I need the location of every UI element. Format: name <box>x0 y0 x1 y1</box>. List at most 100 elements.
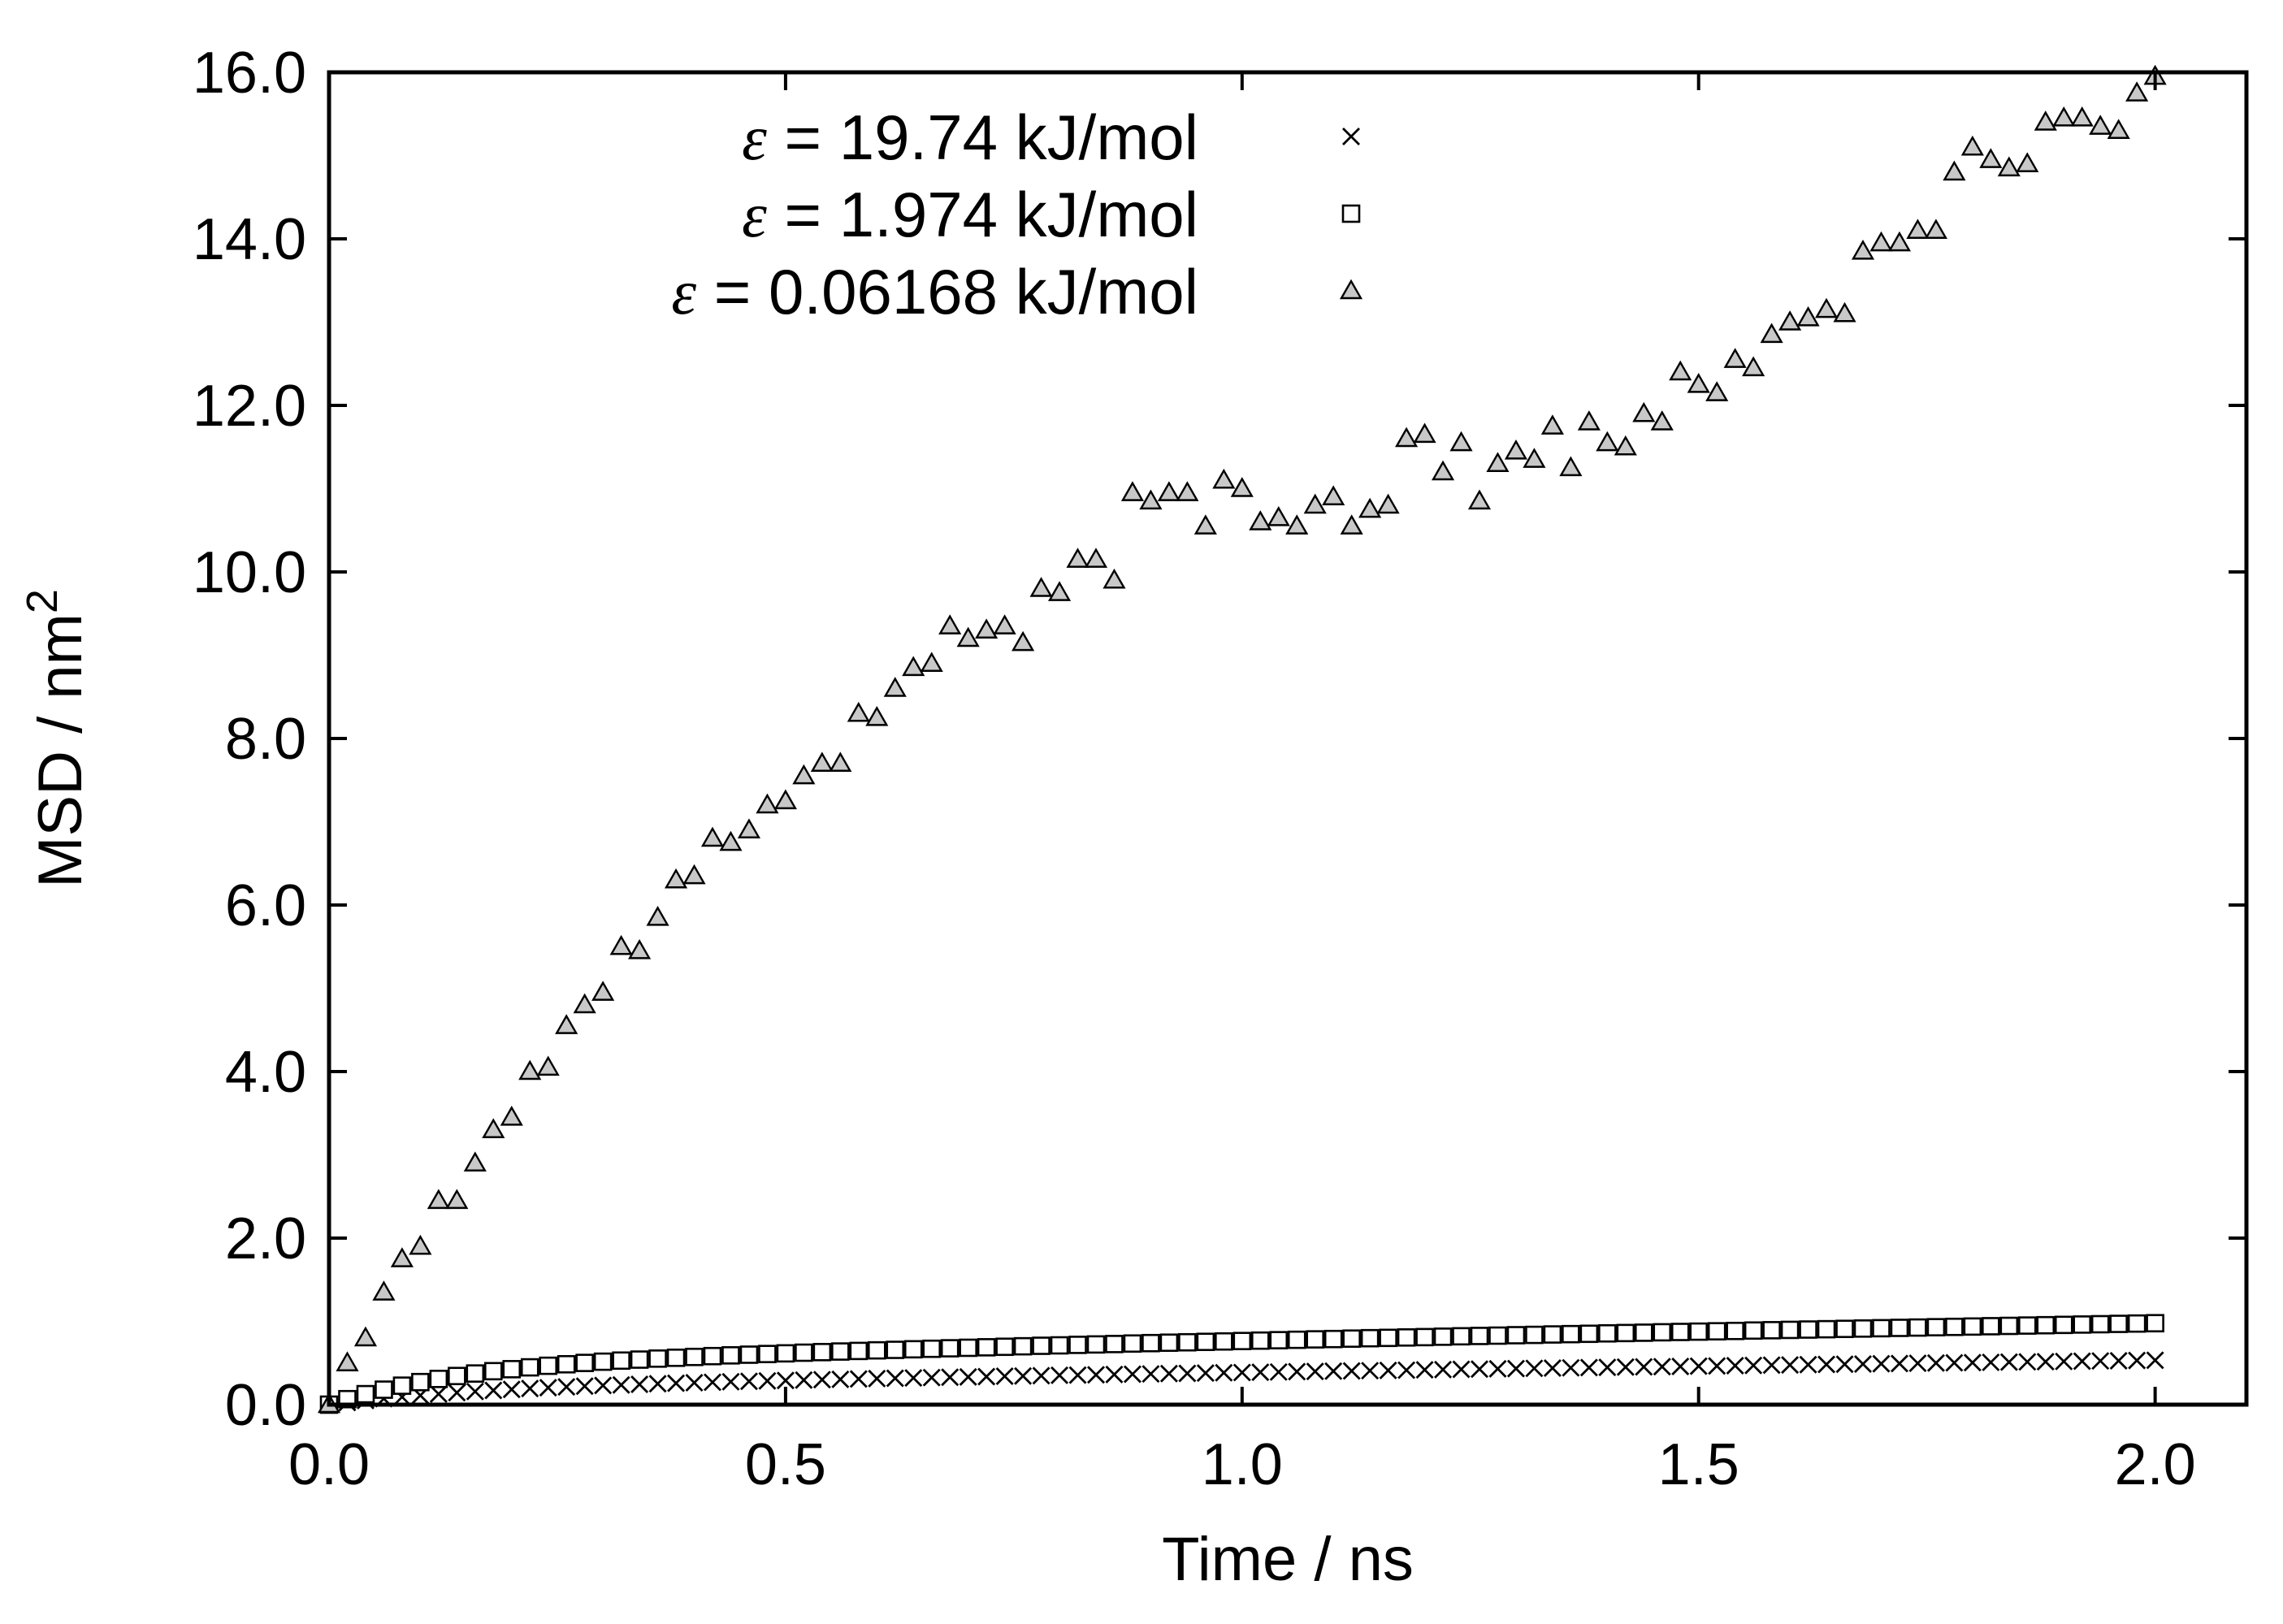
data-point-cross <box>1890 1354 1908 1373</box>
data-point-square <box>1142 1333 1160 1353</box>
data-point-square <box>1634 1323 1653 1342</box>
data-point-triangle <box>883 677 907 697</box>
data-point-triangle <box>1851 239 1875 260</box>
legend-epsilon-symbol: ε <box>742 180 767 250</box>
data-point-triangle <box>1103 568 1126 589</box>
data-point-triangle <box>518 1059 542 1081</box>
data-point-triangle <box>2052 106 2076 127</box>
data-point-cross <box>1945 1353 1964 1372</box>
data-point-cross <box>2109 1351 2128 1370</box>
data-point-square <box>940 1339 960 1358</box>
data-point-square <box>1105 1335 1124 1353</box>
data-point-triangle <box>1066 548 1090 568</box>
data-point-square <box>2054 1315 2073 1335</box>
data-point-square <box>739 1345 759 1364</box>
data-point-square <box>1543 1325 1562 1344</box>
legend-marker-square <box>1341 204 1361 223</box>
data-point-square <box>1050 1336 1069 1355</box>
data-point-triangle <box>938 614 962 634</box>
data-point-triangle <box>500 1105 523 1126</box>
data-point-square <box>1926 1318 1946 1336</box>
data-point-cross <box>776 1371 795 1390</box>
data-point-square <box>1525 1325 1544 1345</box>
y-tick-label: 12.0 <box>193 374 306 439</box>
data-point-triangle <box>1960 135 1984 156</box>
data-point-square <box>1178 1332 1197 1352</box>
data-point-triangle <box>555 1014 578 1034</box>
data-point-triangle <box>792 764 816 785</box>
data-point-triangle <box>2089 115 2112 135</box>
y-tick-label: 0.0 <box>225 1373 306 1438</box>
data-point-square <box>1360 1328 1380 1348</box>
data-point-square <box>1598 1323 1617 1343</box>
data-point-square <box>1945 1317 1964 1336</box>
data-point-triangle <box>1997 156 2021 177</box>
data-point-cross <box>557 1378 576 1397</box>
data-point-cross <box>1123 1365 1142 1384</box>
data-point-triangle <box>865 705 889 726</box>
data-point-cross <box>2128 1351 2147 1370</box>
data-point-square <box>1780 1320 1800 1340</box>
data-point-cross <box>922 1368 941 1387</box>
x-tick-label: 2.0 <box>2115 1432 2196 1497</box>
data-point-square <box>1250 1331 1270 1350</box>
data-point-triangle <box>773 789 797 810</box>
data-point-triangle <box>573 993 596 1014</box>
data-point-cross <box>1051 1366 1069 1384</box>
data-point-square <box>776 1344 795 1363</box>
data-point-cross <box>1251 1363 1270 1382</box>
data-point-triangle <box>445 1189 469 1210</box>
data-point-square <box>1342 1329 1361 1349</box>
data-point-triangle <box>1632 401 1656 422</box>
y-tick-label: 10.0 <box>193 540 306 605</box>
data-point-triangle <box>482 1118 505 1138</box>
data-point-square <box>2109 1314 2128 1333</box>
data-point-triangle <box>1193 514 1217 535</box>
data-point-square <box>539 1356 558 1375</box>
data-point-square <box>1908 1318 1927 1337</box>
data-point-triangle <box>1139 489 1163 510</box>
data-point-triangle <box>536 1055 560 1076</box>
data-point-cross <box>1543 1359 1562 1377</box>
data-point-triangle <box>1303 493 1327 514</box>
data-point-cross <box>959 1367 977 1386</box>
data-point-triangle <box>719 830 743 851</box>
data-point-cross <box>1616 1358 1635 1376</box>
data-point-triangle <box>1376 493 1400 514</box>
data-point-square <box>1689 1322 1709 1341</box>
data-point-triangle <box>993 614 1016 634</box>
data-point-triangle <box>1449 431 1473 452</box>
data-point-cross <box>1963 1353 1982 1372</box>
data-point-cross <box>1854 1354 1872 1373</box>
data-point-triangle <box>1760 323 1783 344</box>
data-point-triangle <box>1650 410 1674 431</box>
data-point-cross <box>1032 1366 1051 1385</box>
x-tick-label: 1.0 <box>1202 1432 1283 1497</box>
data-point-square <box>903 1340 923 1359</box>
data-point-cross <box>721 1372 740 1391</box>
data-point-cross <box>868 1369 886 1388</box>
data-point-square <box>557 1354 576 1374</box>
data-point-triangle <box>609 934 633 955</box>
data-point-cross <box>1269 1362 1288 1381</box>
data-point-square <box>1670 1323 1690 1341</box>
data-point-cross <box>2146 1351 2164 1370</box>
data-point-square <box>630 1350 649 1369</box>
legend-label-square: ε = 1.974 kJ/mol <box>742 179 1198 250</box>
axis-ticks: 0.0 0.5 1.0 1.5 2.0 0.0 2.0 4.0 6.0 8.0 10.0 12.0 14… <box>193 41 2246 1497</box>
data-point-triangle <box>1012 630 1035 652</box>
data-point-square <box>1269 1331 1289 1349</box>
data-point-square <box>1853 1319 1873 1338</box>
data-point-square <box>1999 1316 2019 1336</box>
data-point-triangle <box>336 1351 359 1371</box>
y-tick-label: 2.0 <box>225 1206 306 1271</box>
data-point-triangle <box>1614 435 1637 456</box>
data-point-triangle <box>1705 381 1729 401</box>
data-point-triangle <box>829 751 852 772</box>
data-point-cross <box>1415 1361 1434 1379</box>
legend-epsilon-symbol: ε <box>742 102 767 173</box>
legend-label-cross: ε = 19.74 kJ/mol <box>742 102 1198 173</box>
x-tick-label: 0.5 <box>745 1432 826 1497</box>
data-point-triangle <box>756 793 779 814</box>
